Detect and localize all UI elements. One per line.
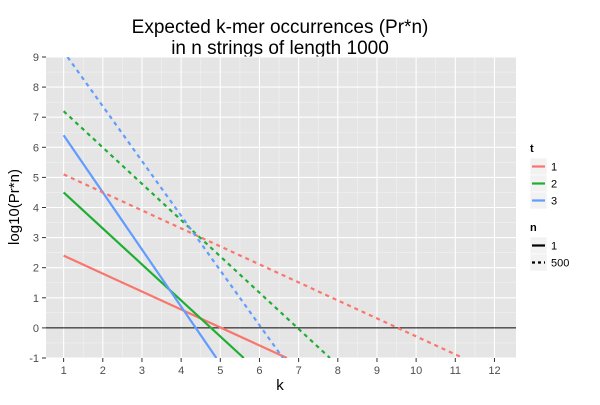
series-line-t1-n500	[63, 173, 464, 358]
y-tick-label: 2	[33, 263, 39, 275]
plot-panel	[46, 56, 516, 359]
x-tick-label: 12	[488, 365, 500, 377]
legend-entry-label: 1	[551, 241, 557, 253]
y-tick-label: 3	[33, 233, 39, 245]
x-tick-label: 8	[335, 365, 341, 377]
series-line-t3-n1	[62, 134, 218, 358]
x-tick-label: 2	[100, 365, 106, 377]
x-tick-label: 5	[217, 365, 223, 377]
y-tick-label: 4	[33, 203, 39, 215]
x-tick-label: 3	[139, 365, 145, 377]
series-line-t2-n1	[62, 191, 245, 358]
y-axis: -1 0 1 2 3 4 5 6 7 8 9	[29, 52, 46, 365]
y-tick-label: 9	[33, 52, 39, 64]
x-tick-label: 9	[374, 365, 380, 377]
series-line-t3-n500	[66, 57, 284, 358]
y-tick-label: 0	[33, 323, 39, 335]
legend: t 1 2 3 n 1 500	[529, 143, 569, 272]
legend-group-n: n 1 500	[529, 222, 569, 272]
legend-entry-label: 2	[551, 179, 557, 191]
y-axis-label: log10(Pr*n)	[6, 169, 23, 245]
x-axis-label: k	[276, 377, 284, 394]
y-tick-label: 6	[33, 142, 39, 154]
x-tick-label: 6	[256, 365, 262, 377]
y-tick-label: -1	[29, 353, 39, 365]
x-tick-label: 10	[410, 365, 422, 377]
chart-subtitle: in n strings of length 1000	[171, 38, 389, 59]
x-tick-label: 7	[296, 365, 302, 377]
x-tick-label: 1	[61, 365, 67, 377]
legend-entry-label: 1	[551, 162, 557, 174]
legend-group-t: t 1 2 3	[529, 143, 557, 210]
series-line-t1-n1	[63, 254, 288, 358]
legend-title: n	[530, 222, 537, 234]
x-tick-label: 11	[450, 365, 461, 377]
chart-title: Expected k-mer occurrences (Pr*n)	[132, 17, 429, 38]
series-lines	[62, 57, 464, 358]
x-axis: 1 2 3 4 5 6 7 8 9 10 11 12	[61, 358, 501, 377]
legend-title: t	[530, 143, 534, 155]
legend-entry-label: 500	[551, 258, 569, 270]
y-tick-label: 8	[33, 82, 39, 94]
legend-entry-label: 3	[551, 196, 557, 208]
y-tick-label: 5	[33, 172, 39, 184]
x-tick-label: 4	[178, 365, 184, 377]
y-tick-label: 1	[33, 293, 39, 305]
y-tick-label: 7	[33, 112, 39, 124]
